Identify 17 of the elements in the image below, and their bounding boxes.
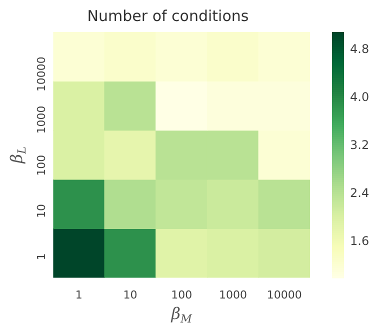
chart-title: Number of conditions [87,6,249,25]
color-bar-label: 3.2 [350,138,370,152]
y-tick-label: 100 [35,154,48,176]
y-tick-label: 1 [35,253,48,260]
y-tick-label: 10000 [35,56,48,92]
x-tick-label: 10000 [266,288,302,302]
x-tick-label: 1 [75,288,82,302]
y-tick-label: 1000 [35,106,48,134]
color-bar-label: 4.8 [350,42,370,56]
color-bar-label: 1.6 [350,234,370,248]
x-tick-label: 10 [123,288,138,302]
x-tick-label: 100 [171,288,192,302]
y-tick-label: 10 [35,204,48,218]
color-bar-label: 2.4 [350,186,370,200]
color-bar-label: 4.0 [350,90,370,104]
x-tick-label: 1000 [218,288,247,302]
y-axis-title: βL [7,146,29,164]
